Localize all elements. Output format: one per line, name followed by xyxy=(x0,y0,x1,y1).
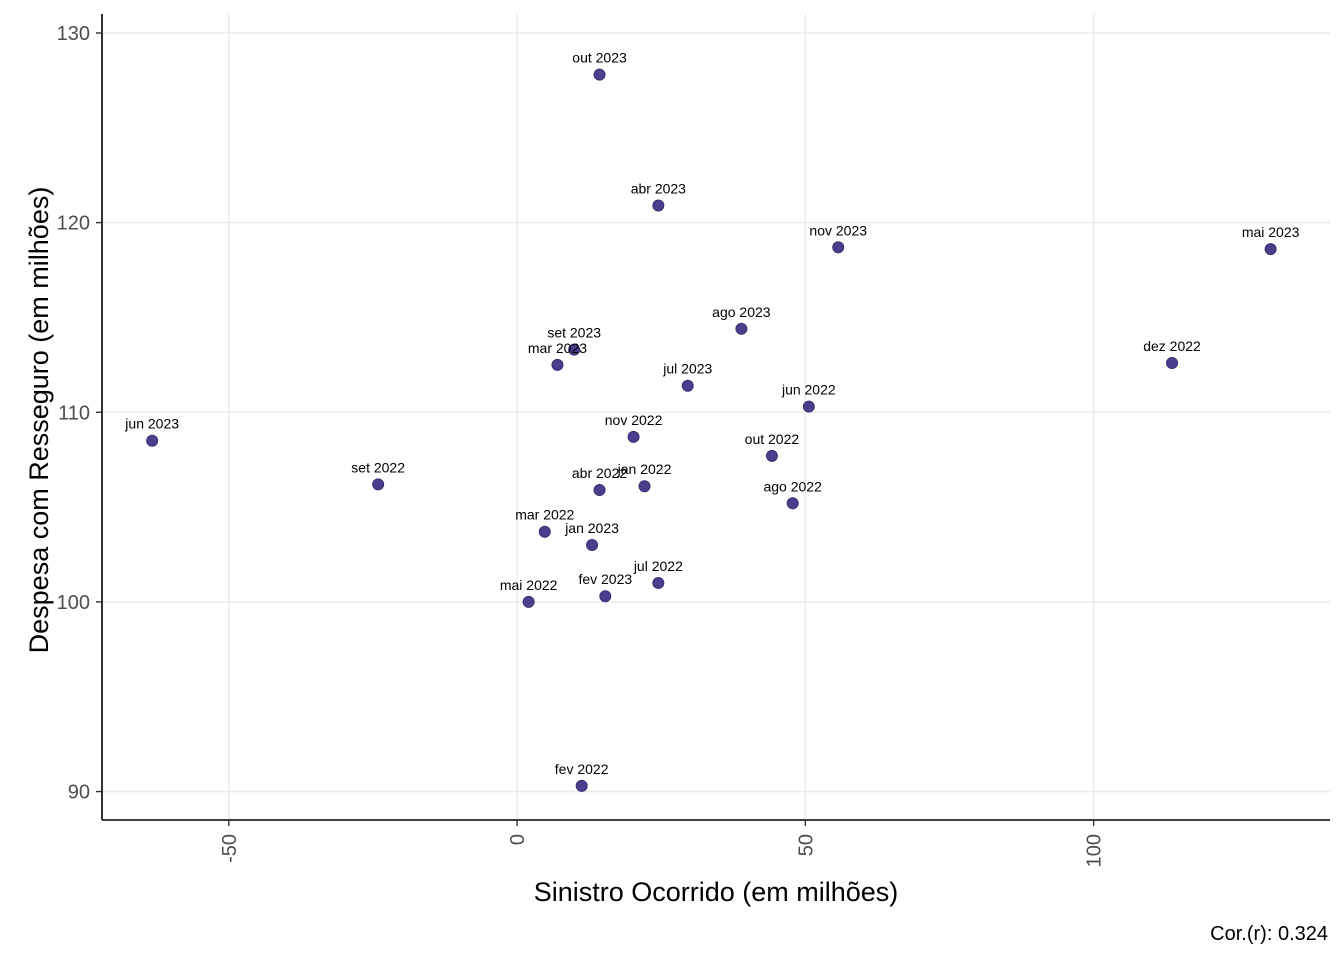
point-label: jun 2022 xyxy=(781,382,836,398)
point-label: nov 2022 xyxy=(605,412,663,428)
point-label: mai 2023 xyxy=(1242,224,1300,240)
point-label: ago 2022 xyxy=(763,478,822,494)
y-tick-label: 120 xyxy=(57,213,90,235)
data-points xyxy=(146,68,1277,792)
y-tick-label: 90 xyxy=(68,782,90,804)
y-tick-label: 110 xyxy=(58,402,90,424)
x-axis-title: Sinistro Ocorrido (em milhões) xyxy=(534,877,899,907)
point-labels: out 2023 abr 2023 nov 2023 mai 2023 ago 2023… xyxy=(124,50,1299,777)
point-label: abr 2023 xyxy=(631,181,686,197)
data-point xyxy=(832,241,845,254)
point-label: set 2022 xyxy=(351,459,405,475)
point-label: out 2023 xyxy=(572,50,627,66)
x-gridlines xyxy=(228,14,1095,820)
data-point xyxy=(652,576,665,589)
data-point xyxy=(638,480,651,493)
point-label: jun 2023 xyxy=(124,416,179,432)
x-tick-label: 50 xyxy=(795,834,817,856)
point-label: dez 2022 xyxy=(1143,338,1201,354)
x-tick-label: 100 xyxy=(1084,834,1106,867)
point-label: nov 2023 xyxy=(809,222,867,238)
data-point xyxy=(1264,243,1277,256)
point-label: fev 2023 xyxy=(578,571,632,587)
data-point xyxy=(735,322,748,335)
data-point xyxy=(551,358,564,371)
x-tick-label: 0 xyxy=(507,834,529,845)
data-point xyxy=(538,525,551,538)
point-label: jan 2022 xyxy=(617,461,672,477)
point-label: jul 2022 xyxy=(633,558,683,574)
point-label: out 2022 xyxy=(745,431,800,447)
data-point xyxy=(593,484,606,497)
data-point xyxy=(786,497,799,510)
data-point xyxy=(586,539,599,552)
point-label: jan 2023 xyxy=(564,520,619,536)
data-point xyxy=(802,400,815,413)
data-point xyxy=(372,478,385,491)
y-gridlines xyxy=(102,32,1330,793)
point-label: mai 2022 xyxy=(500,577,558,593)
point-label: fev 2022 xyxy=(555,761,609,777)
x-axis-ticks: -50 0 50 100 xyxy=(219,820,1106,867)
y-axis-ticks: 90 100 110 120 130 xyxy=(57,23,102,804)
data-point xyxy=(765,449,778,462)
y-tick-label: 100 xyxy=(57,592,90,614)
data-point xyxy=(1166,356,1179,369)
data-point xyxy=(681,379,694,392)
point-label: jul 2023 xyxy=(662,361,712,377)
point-label: mar 2022 xyxy=(515,507,574,523)
y-axis-title: Despesa com Resseguro (em milhões) xyxy=(24,187,54,654)
x-tick-label: -50 xyxy=(219,834,241,863)
data-point xyxy=(652,199,665,212)
y-tick-label: 130 xyxy=(57,23,90,45)
data-point xyxy=(627,430,640,443)
point-label: abr 2022 xyxy=(572,465,627,481)
data-point xyxy=(146,434,159,447)
point-label: mar 2023 xyxy=(528,340,587,356)
data-point xyxy=(568,343,581,356)
data-point xyxy=(599,590,612,603)
point-label: ago 2023 xyxy=(712,304,771,320)
correlation-caption: Cor.(r): 0.324 xyxy=(1210,923,1328,945)
point-label: set 2023 xyxy=(547,325,601,341)
data-point xyxy=(575,779,588,792)
data-point xyxy=(522,595,535,608)
data-point xyxy=(593,68,606,81)
